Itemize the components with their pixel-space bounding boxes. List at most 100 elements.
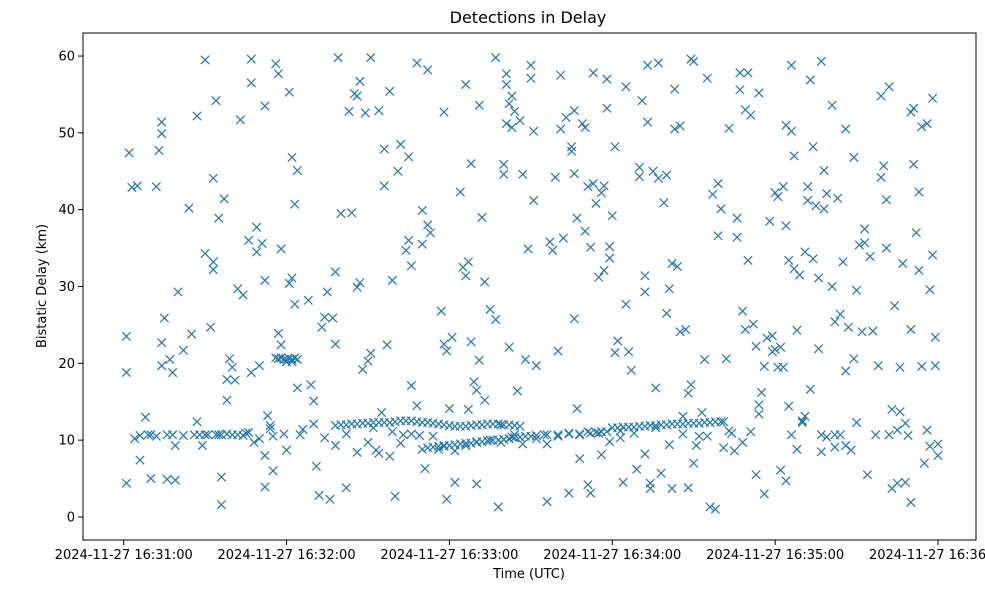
data-point	[428, 431, 438, 441]
data-point	[257, 238, 267, 249]
data-point	[414, 430, 425, 441]
data-point	[686, 380, 696, 390]
data-point	[851, 417, 862, 428]
data-point	[129, 433, 140, 444]
data-point	[800, 411, 810, 421]
data-point	[461, 79, 471, 90]
data-point	[417, 239, 427, 249]
data-point	[390, 491, 400, 501]
data-point	[211, 95, 221, 106]
data-point	[260, 482, 270, 492]
data-point	[808, 254, 818, 264]
data-point	[499, 159, 509, 170]
data-point	[395, 438, 406, 448]
data-point	[659, 198, 669, 208]
data-point	[797, 416, 807, 426]
chart-title: Detections in Delay	[450, 8, 607, 27]
data-point	[572, 403, 582, 414]
data-point	[222, 374, 232, 385]
data-point	[471, 385, 482, 395]
data-point	[857, 327, 867, 337]
data-point	[184, 203, 194, 213]
data-point	[637, 95, 647, 106]
data-point	[531, 433, 541, 444]
data-point	[569, 314, 579, 324]
data-point	[121, 331, 132, 342]
data-point	[830, 442, 840, 452]
data-point	[423, 65, 433, 75]
data-point	[162, 474, 172, 484]
data-point	[469, 377, 479, 387]
data-point	[385, 86, 395, 97]
data-point	[379, 144, 389, 154]
data-point	[822, 432, 832, 442]
data-point	[621, 299, 631, 309]
data-point	[569, 168, 579, 179]
x-tick-label: 2024-11-27 16:33:00	[380, 548, 518, 563]
data-point	[773, 191, 783, 202]
data-point	[347, 208, 357, 218]
data-point	[781, 221, 791, 231]
y-tick-label: 50	[58, 126, 75, 141]
data-point	[208, 257, 218, 267]
data-point	[404, 235, 414, 246]
data-point	[819, 165, 829, 176]
data-point	[610, 347, 620, 358]
data-point	[406, 429, 417, 439]
data-point	[466, 337, 476, 347]
data-point	[157, 360, 167, 371]
data-point	[406, 380, 417, 391]
data-point	[235, 115, 246, 125]
data-point	[908, 159, 919, 170]
data-point	[694, 431, 704, 441]
data-point	[746, 110, 756, 120]
data-point	[461, 440, 471, 451]
data-point	[851, 285, 862, 295]
data-point	[778, 362, 788, 372]
data-point	[127, 182, 137, 193]
data-point	[640, 449, 650, 459]
data-point	[556, 70, 566, 80]
data-point	[542, 430, 552, 440]
data-point	[352, 447, 362, 458]
data-point	[265, 423, 275, 434]
data-point	[507, 122, 517, 133]
data-point	[770, 344, 780, 355]
y-tick-label: 40	[58, 203, 75, 218]
data-point	[781, 476, 791, 486]
data-point	[754, 400, 764, 410]
data-point	[189, 430, 199, 440]
data-point	[197, 440, 208, 451]
data-point	[553, 430, 563, 440]
data-point	[594, 272, 604, 282]
data-point	[895, 362, 905, 372]
data-point	[170, 440, 180, 451]
data-point	[583, 480, 593, 490]
data-point	[767, 331, 778, 341]
data-point	[737, 306, 748, 316]
data-point	[442, 346, 452, 356]
data-point	[518, 439, 528, 449]
data-point	[653, 58, 664, 68]
data-point	[667, 258, 677, 269]
data-point	[528, 126, 539, 136]
data-point	[284, 278, 294, 289]
data-point	[917, 361, 927, 372]
data-point	[271, 59, 281, 69]
data-point	[754, 409, 764, 419]
data-point	[697, 407, 707, 418]
data-point	[545, 237, 555, 247]
data-point	[496, 420, 506, 430]
data-point	[618, 477, 628, 488]
data-point	[216, 472, 227, 482]
data-point	[319, 312, 330, 322]
data-point	[922, 118, 932, 129]
data-point	[819, 204, 829, 214]
data-point	[157, 337, 167, 348]
data-point	[672, 261, 683, 272]
data-point	[762, 333, 772, 343]
data-point	[735, 68, 745, 78]
data-point	[216, 500, 227, 510]
data-point	[623, 347, 634, 357]
